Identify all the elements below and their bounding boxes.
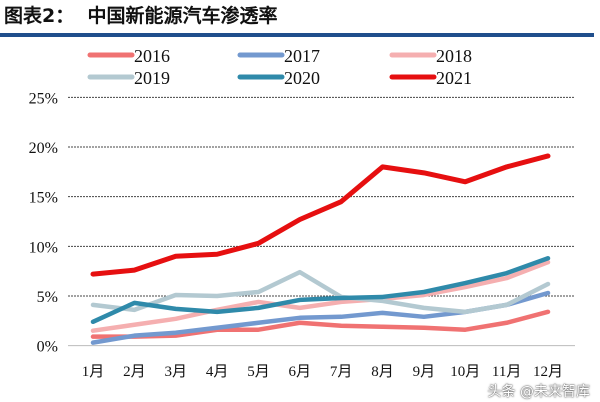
- series-line-2019: [90, 269, 551, 315]
- x-tick-label: 9月: [413, 364, 436, 380]
- series-line-2016: [90, 309, 551, 339]
- legend-label-2016: 2016: [134, 46, 170, 66]
- x-tick-label: 5月: [247, 364, 270, 380]
- y-tick-label: 20%: [29, 140, 58, 157]
- series-line-2018: [90, 259, 551, 333]
- watermark: 头条 @未来智库: [487, 384, 590, 400]
- x-tick-label: 4月: [206, 364, 229, 380]
- legend-label-2020: 2020: [284, 68, 320, 88]
- y-tick-label: 5%: [37, 289, 58, 306]
- y-tick-label: 0%: [37, 339, 58, 356]
- legend-label-2019: 2019: [134, 68, 170, 88]
- x-tick-label: 1月: [82, 364, 105, 380]
- chart-title: 图表2： 中国新能源汽车渗透率: [4, 5, 278, 27]
- series-line-2021: [90, 153, 551, 277]
- series-line-2020: [90, 255, 551, 325]
- y-tick-label: 10%: [29, 239, 58, 256]
- title-divider: [0, 33, 594, 37]
- x-tick-label: 2月: [123, 364, 146, 380]
- x-tick-label: 6月: [289, 364, 312, 380]
- x-tick-label: 7月: [330, 364, 353, 380]
- x-tick-label: 11月: [492, 364, 521, 380]
- legend-label-2018: 2018: [436, 46, 472, 66]
- y-tick-label: 25%: [29, 90, 58, 107]
- x-tick-label: 10月: [450, 364, 480, 380]
- legend-label-2017: 2017: [284, 46, 320, 66]
- legend-label-2021: 2021: [436, 68, 472, 88]
- y-tick-label: 15%: [29, 190, 58, 207]
- x-tick-label: 12月: [533, 364, 563, 380]
- x-tick-label: 3月: [164, 364, 187, 380]
- x-tick-label: 8月: [371, 364, 394, 380]
